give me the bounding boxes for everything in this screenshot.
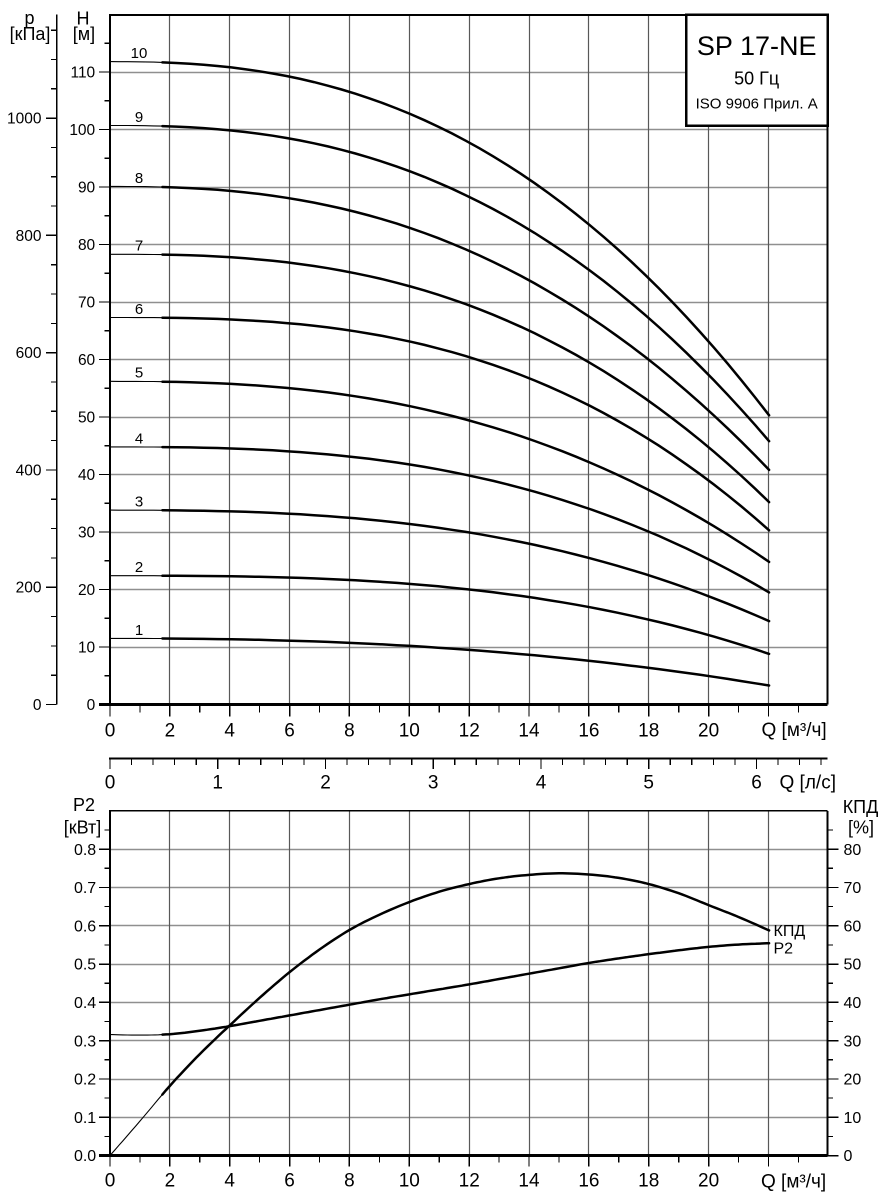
svg-text:100: 100 xyxy=(69,122,95,139)
svg-text:9: 9 xyxy=(135,109,143,126)
svg-text:10: 10 xyxy=(399,721,420,742)
svg-text:[кПа]: [кПа] xyxy=(10,24,51,44)
svg-text:0: 0 xyxy=(105,772,116,793)
svg-text:H: H xyxy=(77,8,90,28)
svg-text:ISO 9906 Прил. А: ISO 9906 Прил. А xyxy=(696,96,818,113)
svg-text:8: 8 xyxy=(135,170,143,187)
svg-text:18: 18 xyxy=(638,721,659,742)
svg-text:[кВт]: [кВт] xyxy=(64,817,102,837)
svg-text:80: 80 xyxy=(844,842,862,859)
svg-text:4: 4 xyxy=(224,1171,235,1192)
svg-text:14: 14 xyxy=(518,1171,540,1192)
svg-text:400: 400 xyxy=(16,462,42,479)
svg-text:40: 40 xyxy=(78,467,96,484)
svg-text:40: 40 xyxy=(844,995,862,1012)
svg-text:6: 6 xyxy=(284,721,295,742)
svg-text:90: 90 xyxy=(78,179,96,196)
svg-text:p: p xyxy=(24,8,34,28)
svg-text:КПД: КПД xyxy=(774,923,806,940)
svg-text:Q [м³/ч]: Q [м³/ч] xyxy=(762,720,827,741)
svg-text:50: 50 xyxy=(844,957,862,974)
svg-text:14: 14 xyxy=(518,721,540,742)
svg-text:10: 10 xyxy=(78,639,96,656)
svg-text:60: 60 xyxy=(78,352,96,369)
svg-text:0.1: 0.1 xyxy=(74,1110,96,1127)
svg-text:10: 10 xyxy=(399,1171,420,1192)
svg-text:3: 3 xyxy=(135,494,143,511)
svg-text:600: 600 xyxy=(16,345,42,362)
svg-text:1: 1 xyxy=(212,772,223,793)
svg-text:70: 70 xyxy=(844,880,862,897)
svg-text:10: 10 xyxy=(844,1110,862,1127)
svg-text:30: 30 xyxy=(844,1033,862,1050)
svg-text:[м]: [м] xyxy=(73,24,95,44)
svg-text:20: 20 xyxy=(698,1171,719,1192)
svg-text:0: 0 xyxy=(844,1148,853,1165)
svg-text:70: 70 xyxy=(78,294,96,311)
svg-text:50: 50 xyxy=(78,409,96,426)
svg-text:0: 0 xyxy=(105,721,116,742)
svg-text:7: 7 xyxy=(135,238,143,255)
svg-text:КПД: КПД xyxy=(843,797,879,817)
svg-text:4: 4 xyxy=(536,772,547,793)
svg-text:SP 17-NE: SP 17-NE xyxy=(697,31,817,61)
svg-text:10: 10 xyxy=(131,45,148,62)
svg-text:2: 2 xyxy=(320,772,331,793)
svg-text:0: 0 xyxy=(87,697,96,714)
svg-text:16: 16 xyxy=(578,721,599,742)
svg-text:12: 12 xyxy=(459,1171,480,1192)
svg-text:2: 2 xyxy=(165,721,176,742)
svg-text:0.3: 0.3 xyxy=(74,1033,96,1050)
svg-text:2: 2 xyxy=(135,559,143,576)
svg-text:Q [м³/ч]: Q [м³/ч] xyxy=(761,1171,826,1192)
svg-text:20: 20 xyxy=(78,582,96,599)
svg-text:P2: P2 xyxy=(73,795,95,815)
svg-text:P2: P2 xyxy=(774,941,794,958)
svg-text:0.8: 0.8 xyxy=(74,842,96,859)
svg-text:0.6: 0.6 xyxy=(74,918,96,935)
svg-text:8: 8 xyxy=(344,721,355,742)
svg-text:0.2: 0.2 xyxy=(74,1072,96,1089)
svg-text:8: 8 xyxy=(344,1171,355,1192)
svg-text:6: 6 xyxy=(284,1171,295,1192)
svg-text:0: 0 xyxy=(105,1171,116,1192)
svg-text:0.0: 0.0 xyxy=(74,1148,96,1165)
svg-text:50 Гц: 50 Гц xyxy=(734,69,779,89)
svg-text:1000: 1000 xyxy=(7,111,42,128)
svg-text:110: 110 xyxy=(70,64,95,81)
svg-text:200: 200 xyxy=(16,580,42,597)
svg-text:4: 4 xyxy=(135,430,143,447)
svg-text:6: 6 xyxy=(751,772,762,793)
svg-text:0.5: 0.5 xyxy=(74,957,96,974)
svg-text:2: 2 xyxy=(165,1171,176,1192)
svg-text:3: 3 xyxy=(428,772,439,793)
svg-text:80: 80 xyxy=(78,237,96,254)
svg-text:16: 16 xyxy=(578,1171,599,1192)
svg-text:5: 5 xyxy=(135,365,143,382)
svg-text:18: 18 xyxy=(638,1171,659,1192)
svg-text:60: 60 xyxy=(844,918,862,935)
svg-text:6: 6 xyxy=(135,301,143,318)
svg-text:1: 1 xyxy=(135,622,143,639)
svg-text:20: 20 xyxy=(698,721,719,742)
svg-text:[%]: [%] xyxy=(848,818,874,838)
svg-text:800: 800 xyxy=(16,228,42,245)
svg-text:0.4: 0.4 xyxy=(74,995,96,1012)
svg-text:12: 12 xyxy=(459,721,480,742)
svg-text:0: 0 xyxy=(33,697,42,714)
svg-text:0.7: 0.7 xyxy=(74,880,96,897)
svg-text:20: 20 xyxy=(844,1072,862,1089)
svg-text:5: 5 xyxy=(643,772,654,793)
svg-text:Q [л/с]: Q [л/с] xyxy=(780,773,836,794)
svg-text:4: 4 xyxy=(224,721,235,742)
svg-text:30: 30 xyxy=(78,524,96,541)
